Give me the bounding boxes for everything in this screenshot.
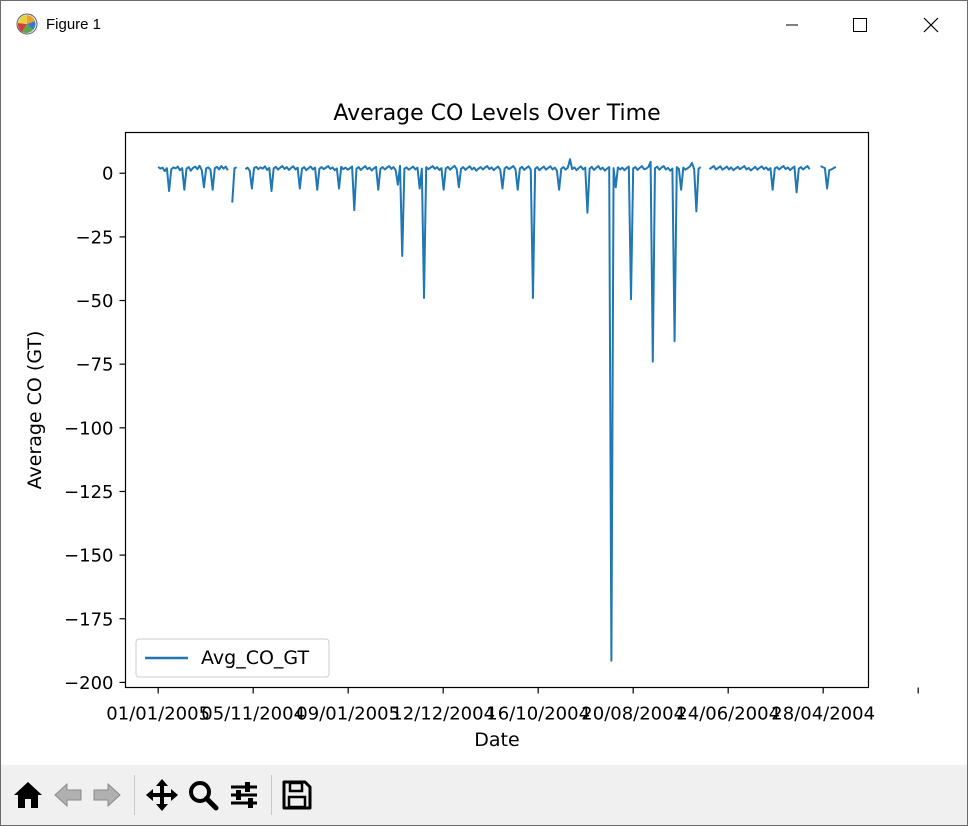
plot-area[interactable]: Average CO Levels Over Time 0 −25 −50 −75 −1… xyxy=(1,49,967,765)
y-tick-label: −100 xyxy=(64,418,113,439)
legend-box xyxy=(135,638,330,678)
axes-frame xyxy=(124,131,870,689)
x-tick-label: 20/08/2004 xyxy=(581,704,685,725)
toolbar-separator xyxy=(271,775,272,815)
floppy-disk-icon xyxy=(282,780,312,810)
y-tick-label: −125 xyxy=(64,482,113,503)
magnifier-icon xyxy=(189,781,219,811)
legend-entry-label: Avg_CO_GT xyxy=(201,647,309,669)
navigation-toolbar xyxy=(1,765,967,825)
configure-subplots-button[interactable] xyxy=(226,777,262,813)
window-title: Figure 1 xyxy=(46,16,102,33)
legend: Avg_CO_GT xyxy=(135,638,330,678)
x-tick-label: 05/11/2004 xyxy=(201,704,305,725)
zoom-button[interactable] xyxy=(185,777,221,813)
x-axis: 01/01/200505/11/200409/01/200512/12/2004… xyxy=(106,687,919,725)
home-icon xyxy=(14,782,42,808)
y-axis-label: Average CO (GT) xyxy=(24,331,46,490)
forward-arrow-icon xyxy=(93,782,121,808)
x-tick-label: 01/01/2005 xyxy=(106,704,210,725)
move-icon xyxy=(146,779,178,811)
maximize-button[interactable] xyxy=(837,1,883,49)
x-tick-label: 28/04/2004 xyxy=(771,704,875,725)
home-button[interactable] xyxy=(10,777,46,813)
close-button[interactable] xyxy=(908,1,954,49)
chart-title: Average CO Levels Over Time xyxy=(333,101,660,126)
title-bar: Figure 1 xyxy=(1,1,967,49)
y-tick-label: −50 xyxy=(76,291,114,312)
back-button[interactable] xyxy=(50,777,86,813)
y-tick-label: −200 xyxy=(64,673,113,694)
minimize-icon xyxy=(786,24,798,26)
series-line-avg-co-gt xyxy=(157,158,837,662)
forward-button[interactable] xyxy=(89,777,125,813)
x-tick-label: 09/01/2005 xyxy=(296,704,400,725)
pan-button[interactable] xyxy=(144,777,180,813)
close-icon xyxy=(923,17,939,33)
matplotlib-logo-icon xyxy=(16,13,38,35)
y-tick-label: −175 xyxy=(64,609,113,630)
minimize-button[interactable] xyxy=(769,1,815,49)
x-tick-label: 16/10/2004 xyxy=(486,704,590,725)
x-tick-label: 24/06/2004 xyxy=(676,704,780,725)
maximize-icon xyxy=(853,18,867,32)
back-arrow-icon xyxy=(54,782,82,808)
y-tick-label: −25 xyxy=(76,227,114,248)
x-axis-label: Date xyxy=(474,729,519,751)
toolbar-separator xyxy=(134,775,135,815)
line-chart: Average CO Levels Over Time 0 −25 −50 −75 −1… xyxy=(24,101,919,751)
save-button[interactable] xyxy=(279,777,315,813)
sliders-icon xyxy=(231,782,257,808)
x-tick-label: 12/12/2004 xyxy=(391,704,495,725)
y-axis: 0 −25 −50 −75 −100 −125 −150 −175 −200 xyxy=(64,164,126,694)
y-tick-label: −150 xyxy=(64,546,113,567)
y-tick-label: −75 xyxy=(76,355,114,376)
y-tick-label: 0 xyxy=(102,164,113,185)
